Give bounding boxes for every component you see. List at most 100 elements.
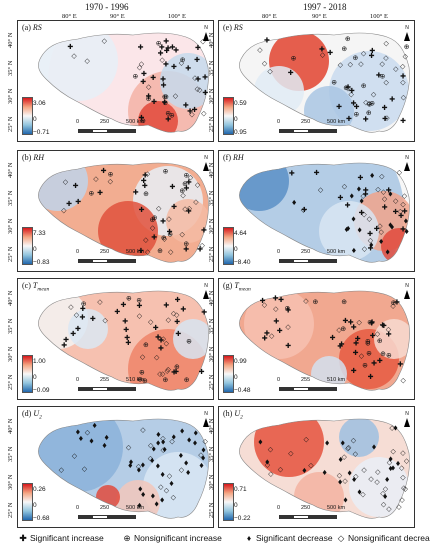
lat-tick: 30° N <box>7 474 14 490</box>
station-sig-decrease: ♦ <box>388 456 394 464</box>
lat-tick: 30° N <box>208 346 215 362</box>
station-nonsig-decrease: ◇ <box>398 208 404 216</box>
station-sig-increase: ✚ <box>289 170 295 178</box>
station-nonsig-decrease: ◇ <box>165 367 171 375</box>
station-nonsig-decrease: ◇ <box>381 501 387 509</box>
station-sig-increase: ✚ <box>201 227 207 235</box>
station-sig-decrease: ♦ <box>356 488 362 496</box>
lon-tick-100: 100° E <box>168 13 186 20</box>
station-nonsig-decrease: ◇ <box>195 85 201 93</box>
station-nonsig-decrease: ◇ <box>377 222 383 230</box>
station-nonsig-increase: ⊕ <box>312 298 318 306</box>
station-nonsig-decrease: ◇ <box>380 490 386 498</box>
colorbar-zero: 0 <box>234 246 238 253</box>
station-sig-decrease: ♦ <box>161 446 167 454</box>
station-sig-decrease: ♦ <box>159 471 165 479</box>
station-nonsig-decrease: ◇ <box>156 204 162 212</box>
map-panel-c: ✚ ◇ ✚ ✚ ✚ ◇ ◇ ✚ ◇ ✚ ◇ ✚ ⊕ ✚ ⊕ ◇ ⊕ ✚ ◇ ◇ ◇ ✚ ◇ ✚ ⊕ ✚ ◇ ✚ ⊕ ✚ ◇ ✚ ⊕ ◇ ⊕ ✚ ✚ ⊕ ✚ ✚… <box>17 278 214 400</box>
station-nonsig-increase: ⊕ <box>365 338 371 346</box>
lat-tick: 30° N <box>208 88 215 104</box>
station-sig-increase: ✚ <box>125 339 131 347</box>
station-sig-increase: ✚ <box>155 333 161 341</box>
station-nonsig-decrease: ◇ <box>360 490 366 498</box>
station-sig-decrease: ♦ <box>384 476 390 484</box>
station-sig-increase: ✚ <box>339 340 345 348</box>
station-nonsig-decrease: ◇ <box>342 477 348 485</box>
station-nonsig-decrease: ◇ <box>137 64 143 72</box>
station-sig-increase: ✚ <box>153 324 159 332</box>
station-nonsig-decrease: ◇ <box>174 311 180 319</box>
station-nonsig-decrease: ◇ <box>85 429 91 437</box>
station-sig-decrease: ♦ <box>387 191 393 199</box>
station-nonsig-decrease: ◇ <box>180 192 186 200</box>
station-nonsig-decrease: ◇ <box>346 443 352 451</box>
station-sig-increase: ✚ <box>141 177 147 185</box>
map-panel-g: ✚ ✚ ✚ ⊕ ✚ ✚ ⊕ ◇ ⊕ ✚ ✚ ✚ ✚ ◇ ◇ ✚ ⊕ ◇ ⊕ ✚ ◇ ◇ ✚ ◇ ⊕ ✚ ✚ ✚ ✚ ⊕ ⊕ ✚ ⊕ ✚ ⊕ ◇ ✚ ✚ ⊕ ◇… <box>218 278 415 400</box>
station-sig-decrease: ♦ <box>371 444 377 452</box>
map-svg: ✚✚✚⊕✚✚⊕◇⊕✚ ✚✚✚◇◇✚⊕◇⊕✚◇◇✚◇⊕✚✚✚✚⊕⊕✚⊕✚ ⊕◇✚✚⊕◇… <box>239 290 410 391</box>
station-sig-increase: ✚ <box>376 72 382 80</box>
station-nonsig-decrease: ◇ <box>301 206 307 214</box>
station-sig-increase: ✚ <box>262 335 268 343</box>
trend-field-blob <box>68 309 108 349</box>
legend-sig-decrease: ♦ Significant decrease <box>244 533 333 543</box>
station-sig-increase: ✚ <box>114 308 120 316</box>
station-sig-decrease: ♦ <box>291 199 297 207</box>
station-sig-increase: ✚ <box>363 116 369 124</box>
colorbar-min: −0.48 <box>234 387 251 394</box>
panel-variable: T <box>32 281 38 290</box>
station-nonsig-decrease: ◇ <box>257 46 263 54</box>
station-nonsig-increase: ⊕ <box>180 56 186 64</box>
station-nonsig-decrease: ◇ <box>200 38 206 46</box>
station-nonsig-decrease: ◇ <box>386 326 392 334</box>
station-sig-increase: ✚ <box>369 52 375 60</box>
station-nonsig-decrease: ◇ <box>401 484 407 492</box>
station-sig-increase: ✚ <box>142 172 148 180</box>
station-sig-increase: ✚ <box>197 245 203 253</box>
station-nonsig-decrease: ◇ <box>336 326 342 334</box>
station-sig-decrease: ♦ <box>340 440 346 448</box>
lat-tick: 30° N <box>208 474 215 490</box>
scale-bar: 0 255 510 km <box>277 377 349 391</box>
station-sig-increase: ✚ <box>398 212 404 220</box>
station-nonsig-decrease: ◇ <box>203 437 209 445</box>
station-nonsig-decrease: ◇ <box>362 245 368 253</box>
panel-variable: RH <box>33 153 44 162</box>
station-sig-increase: ✚ <box>345 202 351 210</box>
station-nonsig-decrease: ◇ <box>285 323 291 331</box>
station-nonsig-decrease: ◇ <box>399 496 405 504</box>
station-nonsig-decrease: ◇ <box>399 464 405 472</box>
lat-tick: 25° N <box>7 246 14 262</box>
colorbar-max: 0.59 <box>234 100 247 107</box>
station-nonsig-decrease: ◇ <box>303 297 309 305</box>
station-nonsig-decrease: ◇ <box>164 340 170 348</box>
map-svg: ✚✚◇✚ ◇◇◇✚◇⊕◇◇◇◇◇◇⊕✚◇✚⊕✚◇◇⊕✚✚⊕⊕⊕◇✚✚⊕✚◇✚◇✚◇… <box>239 32 410 133</box>
station-nonsig-increase: ⊕ <box>183 240 189 248</box>
colorbar-min: −8.40 <box>234 259 251 266</box>
station-sig-increase: ✚ <box>124 334 130 342</box>
station-sig-decrease: ♦ <box>186 436 192 444</box>
station-sig-decrease: ♦ <box>384 248 390 256</box>
station-nonsig-increase: ⊕ <box>345 35 351 43</box>
scale-label: 500 km <box>327 505 346 511</box>
station-sig-increase: ✚ <box>158 345 164 353</box>
station-sig-increase: ✚ <box>80 305 86 313</box>
scale-label: 0 <box>76 377 80 383</box>
colorbar-zero: 0 <box>234 502 238 509</box>
lat-tick: 40° N <box>208 290 215 306</box>
scale-label: 255 <box>100 377 110 383</box>
station-sig-decrease: ♦ <box>193 430 199 438</box>
station-sig-increase: ✚ <box>141 70 147 78</box>
station-nonsig-decrease: ◇ <box>161 446 167 454</box>
station-nonsig-decrease: ◇ <box>108 178 114 186</box>
station-sig-increase: ✚ <box>122 318 128 326</box>
plateau-boundary <box>239 418 410 519</box>
station-nonsig-decrease: ◇ <box>201 110 207 118</box>
station-sig-decrease: ♦ <box>179 427 185 435</box>
plateau-boundary <box>38 418 209 519</box>
lat-tick: 35° N <box>208 318 215 334</box>
plus-icon: ✚ <box>19 533 27 543</box>
trend-field-blob <box>38 33 118 101</box>
colorbar-min: 0.95 <box>234 129 247 136</box>
station-nonsig-decrease: ◇ <box>345 444 351 452</box>
